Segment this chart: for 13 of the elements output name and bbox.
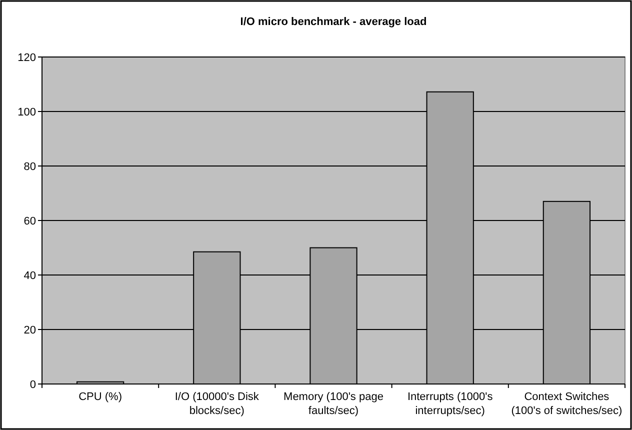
x-tick-label: Interrupts (1000's interrupts/sec) [407, 391, 494, 417]
y-tick-label: 40 [24, 270, 36, 282]
x-tick-label: CPU (%) [78, 391, 122, 403]
x-tick-label: Context Switches (100's of switches/sec) [511, 391, 622, 417]
y-tick-label: 20 [24, 324, 36, 336]
chart-title: I/O micro benchmark - average load [240, 16, 427, 28]
y-tick-label: 120 [18, 52, 36, 64]
x-tick-label: I/O (10000's Disk blocks/sec) [174, 391, 260, 417]
y-tick-label: 0 [30, 378, 36, 391]
x-tick-label: Memory (100's page faults/sec) [284, 391, 384, 417]
y-tick-label: 100 [18, 106, 36, 118]
y-tick-label: 80 [24, 160, 36, 173]
y-tick-label: 60 [24, 215, 36, 228]
